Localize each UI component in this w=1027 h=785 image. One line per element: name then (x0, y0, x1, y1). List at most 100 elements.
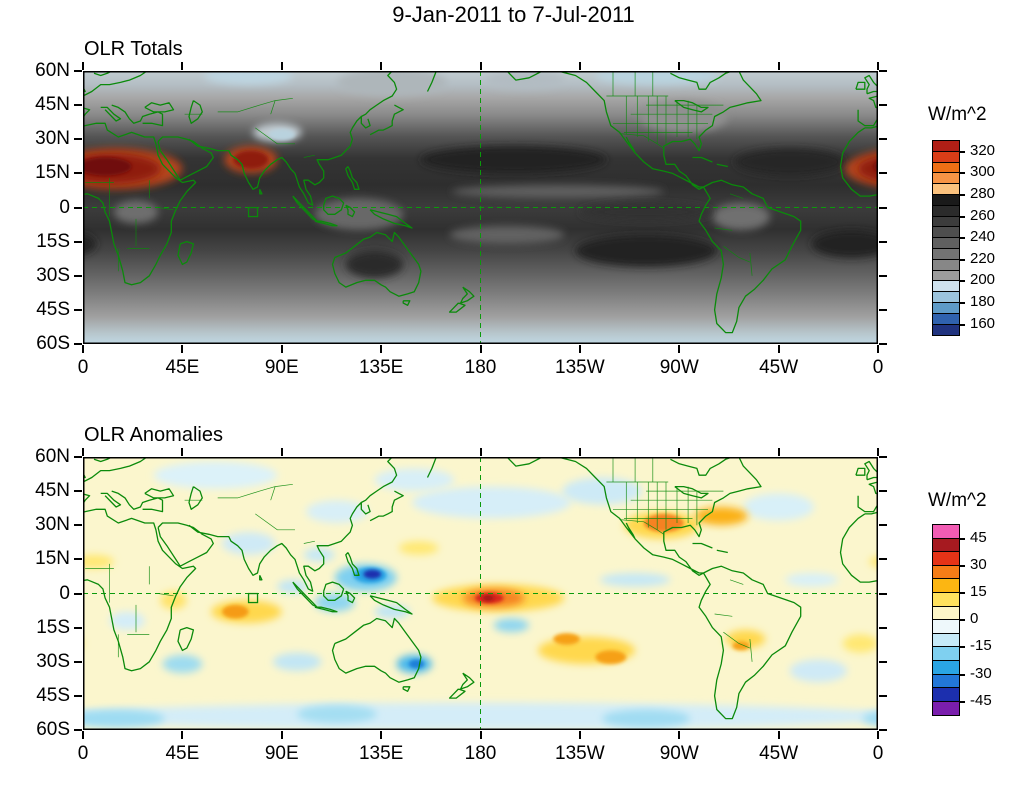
axis-tick (879, 138, 887, 141)
axis-tick (879, 694, 887, 697)
colorbar-tick (960, 564, 965, 567)
lat-tick-label: 15N (35, 548, 70, 570)
axis-tick (879, 172, 887, 175)
colorbar-segment (933, 620, 959, 634)
lat-tick-label: 60N (35, 60, 70, 81)
colorbar-segment (933, 259, 959, 271)
lat-tick-label: 0 (59, 196, 70, 218)
axis-tick (879, 104, 887, 107)
axis-tick (181, 448, 184, 456)
colorbar-tick-label: 30 (970, 555, 987, 573)
colorbar-segment (933, 579, 959, 593)
colorbar-tick (960, 592, 965, 594)
colorbar-tick (960, 302, 965, 304)
lat-tick-label: 45S (36, 684, 70, 706)
colorbar-segment (933, 173, 959, 185)
colorbar-tick-label: 15 (970, 583, 987, 600)
axis-tick (877, 448, 879, 456)
figure-title: 9-Jan-2011 to 7-Jul-2011 (392, 2, 635, 27)
axis-tick (879, 729, 887, 731)
colorbar-segment (933, 565, 959, 580)
colorbar-segment (933, 633, 959, 648)
axis-tick (280, 62, 283, 70)
colorbar-segment (933, 606, 959, 621)
lon-tick-label: 0 (872, 357, 884, 378)
lon-tick-label: 45W (759, 357, 799, 378)
colorbar-segment (933, 227, 959, 239)
axis-tick (879, 240, 887, 243)
lon-tick-label: 135E (358, 357, 404, 378)
lon-tick-label: 180 (464, 357, 497, 378)
lat-tick-label: 0 (59, 582, 70, 604)
axis-tick (74, 592, 82, 595)
colorbar-segment (933, 302, 959, 314)
colorbar-tick (960, 258, 965, 261)
colorbar-bar (932, 524, 960, 717)
lon-tick-label: 180 (464, 743, 497, 764)
colorbar-tick-label: 45 (970, 528, 987, 546)
colorbar-tick (960, 619, 965, 622)
colorbar-tick-label: 240 (970, 228, 996, 246)
colorbar-segment (933, 205, 959, 217)
colorbar-units-totals: W/m^2 (928, 104, 987, 125)
lon-tick-label: 135W (555, 357, 605, 378)
axis-tick (74, 70, 82, 72)
colorbar-segment (933, 141, 959, 152)
lat-tick-label: 15N (35, 162, 70, 184)
colorbar-segment (933, 538, 959, 553)
lat-tick-label: 30N (35, 514, 70, 536)
axis-tick (879, 70, 887, 72)
colorbar-segment (933, 281, 959, 293)
colorbar-tick (960, 280, 965, 283)
axis-tick (578, 62, 581, 70)
lat-tick-label: 30S (36, 650, 70, 672)
axis-tick (280, 345, 283, 353)
lat-tick-label: 60S (36, 719, 70, 740)
axis-tick (74, 558, 82, 561)
axis-tick (879, 274, 887, 277)
colorbar-tick-label: 320 (970, 141, 996, 159)
lon-tick-label: 135E (358, 743, 404, 764)
colorbar-tick-label: 260 (970, 206, 996, 224)
axis-tick (74, 206, 82, 209)
panel-title-olr-anomalies: OLR Anomalies (84, 424, 223, 446)
axis-tick (74, 343, 82, 345)
colorbar-segment (933, 216, 959, 228)
axis-tick (74, 729, 82, 731)
axis-tick (578, 345, 581, 353)
map-olr-totals (83, 71, 878, 344)
panel-title-olr-totals: OLR Totals (84, 38, 183, 60)
axis-tick (777, 345, 780, 353)
axis-tick (74, 274, 82, 277)
axis-tick (479, 62, 482, 70)
colorbar-tick (960, 172, 965, 175)
lat-tick-label: 60N (35, 446, 70, 467)
colorbar-segment (933, 292, 959, 303)
lon-tick-label: 90E (264, 743, 299, 764)
axis-tick (777, 62, 780, 70)
colorbar-tick (960, 700, 965, 703)
lat-tick-label: 30S (36, 264, 70, 286)
colorbar-tick-label: 160 (970, 314, 996, 332)
axis-tick (879, 343, 887, 345)
axis-tick (578, 448, 581, 456)
axis-tick (82, 448, 84, 456)
colorbar-segment (933, 592, 959, 607)
axis-tick (74, 240, 82, 243)
colorbar-tick (960, 673, 965, 676)
axis-tick (181, 62, 184, 70)
axis-tick (74, 138, 82, 141)
axis-tick (877, 62, 879, 70)
colorbar-tick (960, 537, 965, 540)
colorbar-segment (933, 660, 959, 675)
axis-tick (74, 456, 82, 458)
axis-tick (678, 345, 681, 353)
colorbar-tick-label: -15 (970, 637, 992, 655)
lat-tick-label: 45N (35, 94, 70, 116)
axis-tick (678, 62, 681, 70)
axis-tick (479, 731, 482, 739)
colorbar-tick (960, 323, 965, 326)
axis-tick (82, 62, 84, 70)
axis-tick (82, 345, 84, 353)
